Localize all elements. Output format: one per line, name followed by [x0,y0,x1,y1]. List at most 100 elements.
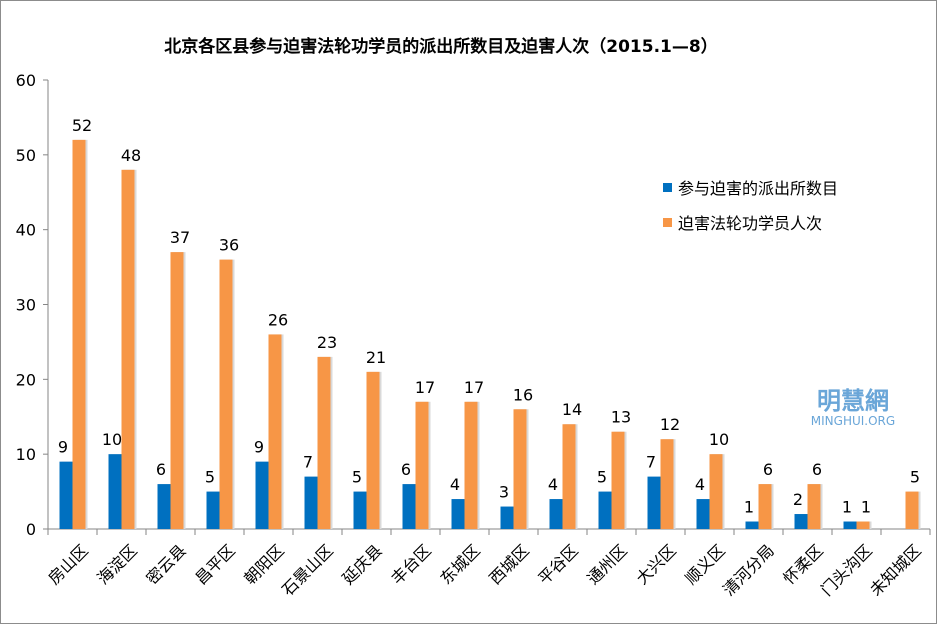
bar-stations [206,491,220,529]
bar-persons [905,491,919,529]
bar-persons [219,259,233,529]
x-tick-label: 大兴区 [632,541,679,588]
x-tick-label: 未知城区 [866,541,925,600]
x-tick-label: 清河分局 [719,541,778,600]
x-tick-label: 西城区 [485,541,532,588]
data-label: 23 [317,333,337,352]
x-tick-label: 昌平区 [191,541,238,588]
y-tick-label: 10 [16,445,36,464]
x-tick-label: 延庆县 [338,541,385,588]
bar-persons [513,409,527,529]
data-label: 26 [268,310,288,329]
data-label: 7 [646,453,656,472]
legend-swatch [663,218,672,227]
data-label: 37 [170,228,190,247]
chart-title: 北京各区县参与迫害法轮功学员的派出所数目及迫害人次（2015.1—8） [164,36,717,57]
data-label: 17 [415,378,435,397]
bar-stations [451,499,465,529]
data-label: 52 [72,116,92,135]
bar-persons [170,252,184,529]
bar-persons [366,371,380,529]
y-tick-label: 0 [26,520,36,539]
data-label: 10 [709,430,729,449]
x-tick-label: 海淀区 [93,541,140,588]
data-label: 1 [861,498,871,517]
bar-stations [843,521,857,529]
data-label: 6 [401,460,411,479]
y-tick-label: 40 [16,221,36,240]
data-label: 13 [611,408,631,427]
bar-stations [745,521,759,529]
x-tick-label: 石景山区 [278,541,337,600]
data-label: 5 [205,468,215,487]
bar-persons [415,401,429,529]
x-tick-label: 房山区 [44,541,91,588]
data-label: 17 [464,378,484,397]
data-label: 14 [562,400,582,419]
y-tick-label: 20 [16,370,36,389]
data-label: 12 [660,415,680,434]
minghui-watermark: 明慧網 MINGHUI.ORG [811,387,895,428]
data-label: 4 [695,475,705,494]
bar-stations [59,461,73,529]
bar-persons [758,484,772,529]
watermark-logo: 明慧網 [817,387,889,415]
data-label: 48 [121,146,141,165]
y-tick-label: 30 [16,296,36,315]
bar-stations [255,461,269,529]
bar-stations [353,491,367,529]
x-tick-label: 顺义区 [681,541,728,588]
bar-persons [317,356,331,529]
bar-stations [598,491,612,529]
y-tick-label: 50 [16,146,36,165]
x-tick-label: 通州区 [583,541,630,588]
x-tick-label: 丰台区 [387,541,434,588]
bar-stations [696,499,710,529]
data-label: 2 [793,490,803,509]
data-label: 4 [450,475,460,494]
data-label: 6 [763,460,773,479]
bar-stations [500,506,514,529]
x-tick-label: 东城区 [436,541,483,588]
legend-swatch [663,183,672,192]
data-label: 1 [744,498,754,517]
bar-stations [304,476,318,529]
x-tick-label: 朝阳区 [240,541,287,588]
x-tick-label: 门头沟区 [817,541,876,600]
bar-persons [611,431,625,529]
bar-stations [108,454,122,529]
bar-persons [268,334,282,529]
watermark-site: MINGHUI.ORG [811,414,895,428]
data-label: 16 [513,385,533,404]
bar-stations [549,499,563,529]
legend-label: 参与迫害的派出所数目 [678,179,838,198]
bar-stations [402,484,416,529]
bar-persons [660,439,674,529]
bar-persons [807,484,821,529]
bar-persons [464,401,478,529]
legend-label: 迫害法轮功学员人次 [678,214,822,233]
data-label: 3 [499,483,509,502]
data-label: 10 [102,430,122,449]
data-label: 5 [597,468,607,487]
bar-persons [562,424,576,529]
x-tick-label: 密云县 [142,541,189,588]
data-label: 7 [303,453,313,472]
data-label: 5 [352,468,362,487]
data-label: 5 [910,468,920,487]
x-tick-label: 怀柔区 [779,541,826,588]
data-label: 1 [842,498,852,517]
data-label: 9 [254,438,264,457]
y-tick-label: 60 [16,71,36,90]
bar-persons [72,139,86,529]
bar-persons [856,521,870,529]
bar-stations [647,476,661,529]
bar-persons [121,169,135,530]
x-tick-label: 平谷区 [534,541,581,588]
data-label: 36 [219,236,239,255]
data-label: 9 [58,438,68,457]
data-label: 21 [366,348,386,367]
data-label: 4 [548,475,558,494]
